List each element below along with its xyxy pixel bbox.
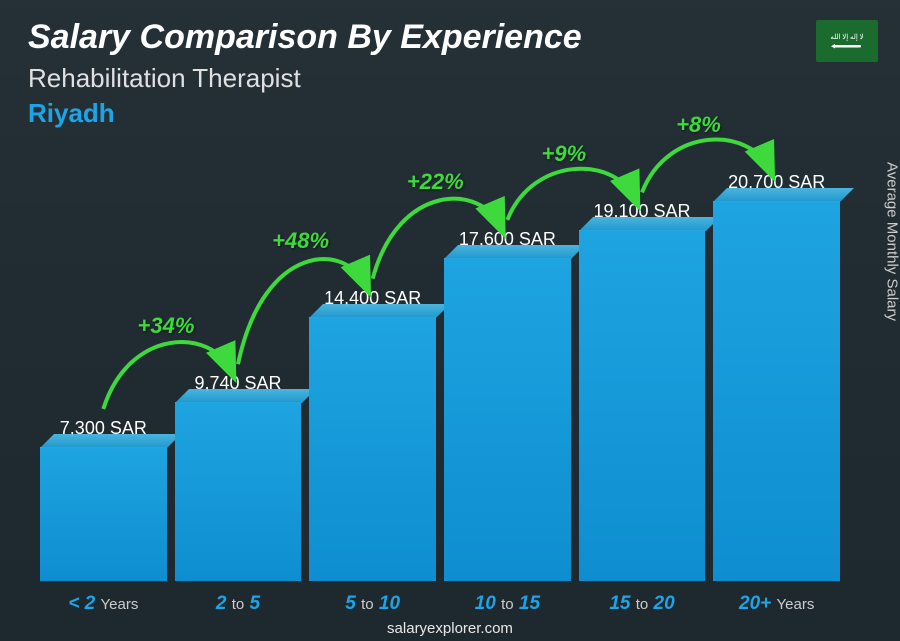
page-title: Salary Comparison By Experience [28,18,872,57]
country-flag-icon: لا إله إلا الله [816,20,878,62]
bar-group: 20,700 SAR [713,172,840,581]
x-axis-label: 20+ Years [713,593,840,615]
bar [713,201,840,581]
bar [175,402,302,581]
x-axis-label: 10 to 15 [444,593,571,615]
x-axis-label: 15 to 20 [579,593,706,615]
bar [579,230,706,581]
bar-group: 14,400 SAR [309,288,436,581]
bar [40,447,167,581]
x-axis-label: 5 to 10 [309,593,436,615]
bar [444,258,571,581]
footer-credit: salaryexplorer.com [0,620,900,637]
location: Riyadh [28,98,872,129]
salary-bar-chart: 7,300 SAR9,740 SAR14,400 SAR17,600 SAR19… [40,161,840,581]
job-title: Rehabilitation Therapist [28,63,872,94]
bar-group: 7,300 SAR [40,418,167,581]
y-axis-label: Average Monthly Salary [884,162,900,321]
svg-text:لا إله إلا الله: لا إله إلا الله [830,33,863,41]
bar-group: 9,740 SAR [175,373,302,581]
x-axis-labels: < 2 Years 2 to 5 5 to 10 10 to 15 15 to 20 20… [40,593,840,615]
x-axis-label: < 2 Years [40,593,167,615]
bar [309,317,436,581]
x-axis-label: 2 to 5 [175,593,302,615]
bar-group: 19,100 SAR [579,201,706,581]
bar-group: 17,600 SAR [444,229,571,581]
